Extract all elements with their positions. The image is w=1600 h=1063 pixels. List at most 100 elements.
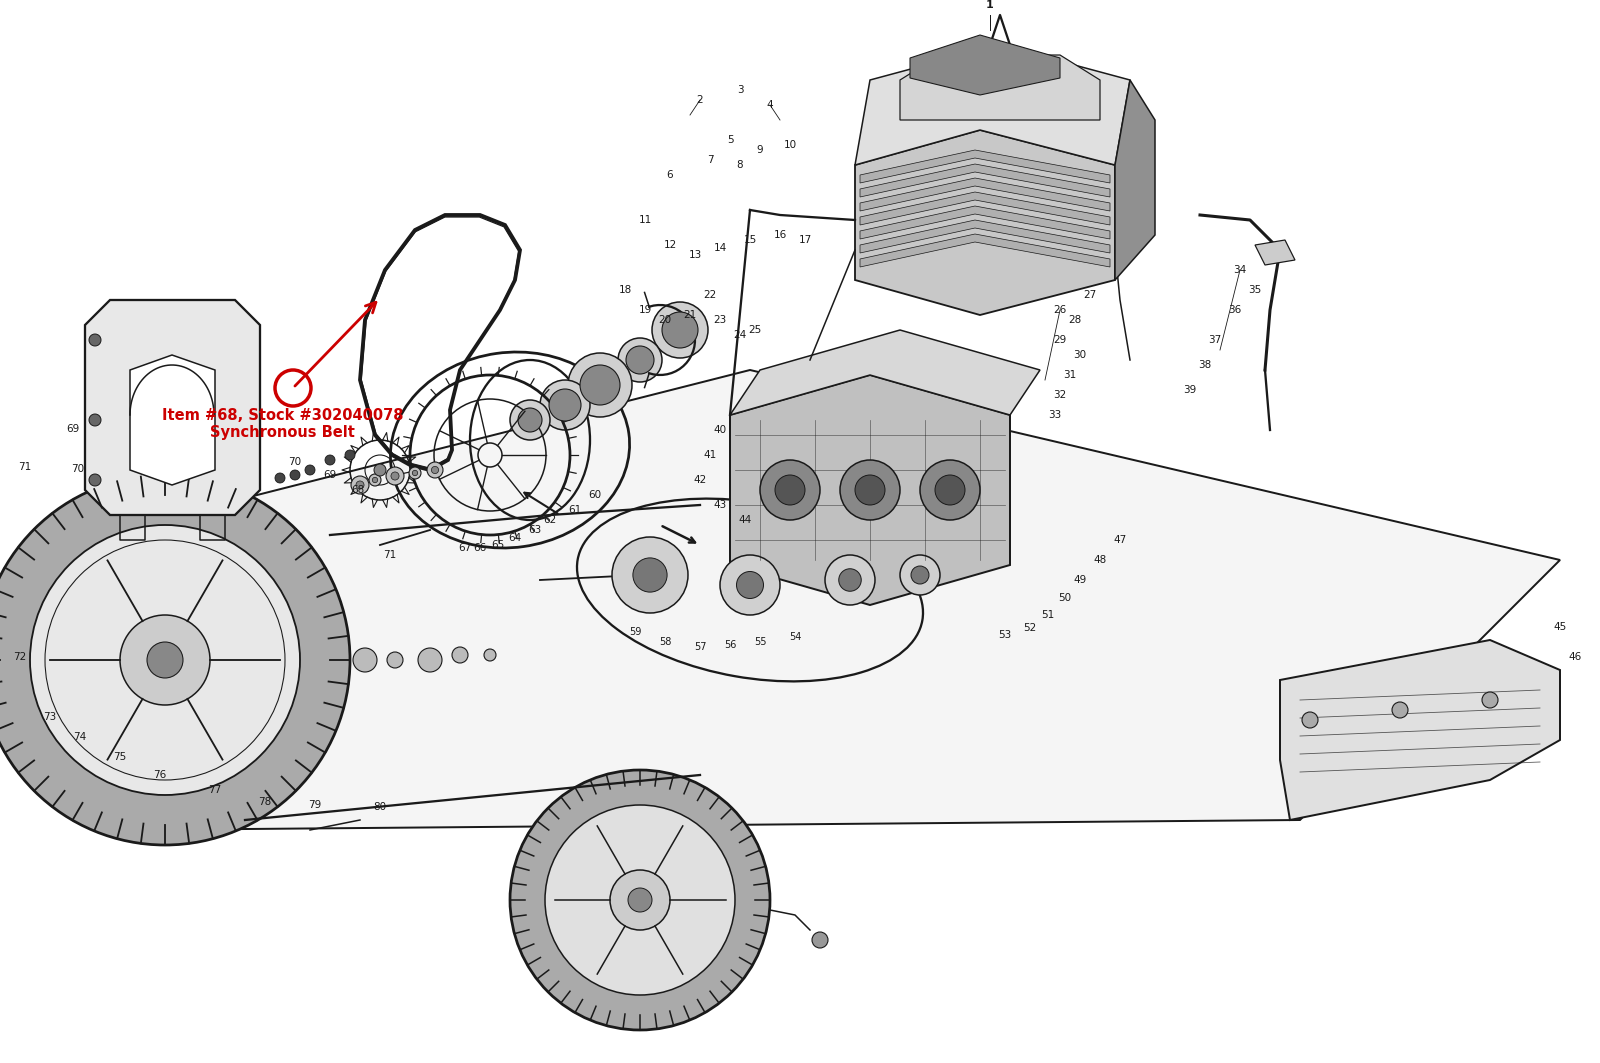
Text: 2: 2 [696,95,704,105]
Text: 15: 15 [744,235,757,244]
Text: 59: 59 [629,627,642,637]
Text: 52: 52 [1024,623,1037,632]
Text: 41: 41 [704,450,717,460]
Circle shape [325,455,334,465]
Text: Item #68, Stock #302040078
Synchronous Belt: Item #68, Stock #302040078 Synchronous B… [162,408,403,440]
Polygon shape [1280,640,1560,820]
Text: 51: 51 [1042,610,1054,620]
Circle shape [854,475,885,505]
Circle shape [275,473,285,483]
Text: 12: 12 [664,240,677,250]
Text: 65: 65 [491,540,504,550]
Text: 66: 66 [474,543,486,553]
Circle shape [374,465,386,476]
Text: 25: 25 [749,325,762,335]
Polygon shape [130,355,214,485]
Text: 70: 70 [72,465,85,474]
Circle shape [510,770,770,1030]
Circle shape [910,566,930,584]
Polygon shape [910,35,1059,95]
Circle shape [30,525,301,795]
Text: 60: 60 [589,490,602,500]
Circle shape [541,379,590,431]
Circle shape [386,467,403,485]
Polygon shape [854,45,1130,165]
Polygon shape [85,300,259,514]
Text: 76: 76 [154,770,166,780]
Circle shape [427,462,443,478]
Circle shape [634,558,667,592]
Text: 54: 54 [789,632,802,642]
Text: 78: 78 [258,797,272,807]
Text: 67: 67 [458,543,472,553]
Circle shape [826,555,875,605]
Text: 11: 11 [638,215,651,225]
Text: 42: 42 [693,475,707,485]
Circle shape [410,467,421,479]
Text: 43: 43 [714,500,726,510]
Text: 23: 23 [714,315,726,325]
Circle shape [720,555,781,615]
Text: 32: 32 [1053,390,1067,400]
Text: 45: 45 [1554,622,1566,632]
Text: 40: 40 [714,425,726,435]
Circle shape [840,460,899,520]
Circle shape [610,870,670,930]
Circle shape [627,888,653,912]
Text: 50: 50 [1059,593,1072,603]
Text: 38: 38 [1198,360,1211,370]
Text: 16: 16 [773,230,787,240]
Text: 71: 71 [384,550,397,560]
Text: 24: 24 [733,330,747,340]
Circle shape [618,338,662,382]
Text: 55: 55 [754,637,766,647]
Text: 57: 57 [694,642,706,652]
Polygon shape [61,370,1560,830]
Circle shape [355,480,365,489]
Circle shape [413,470,418,476]
Text: 27: 27 [1083,290,1096,300]
Text: 68: 68 [352,485,365,495]
Text: 80: 80 [373,802,387,812]
Circle shape [90,334,101,345]
Text: 29: 29 [1053,335,1067,345]
Circle shape [736,572,763,598]
Polygon shape [861,192,1110,225]
Circle shape [653,302,707,358]
Text: 64: 64 [509,533,522,543]
Polygon shape [861,220,1110,253]
Circle shape [306,465,315,475]
Text: 73: 73 [43,712,56,722]
Text: 3: 3 [736,85,744,95]
Text: 17: 17 [798,235,811,244]
Text: 79: 79 [309,800,322,810]
Text: 9: 9 [757,145,763,155]
Text: 34: 34 [1234,265,1246,275]
Circle shape [1482,692,1498,708]
Text: 6: 6 [667,170,674,180]
Circle shape [934,475,965,505]
Circle shape [579,365,621,405]
Circle shape [370,474,381,486]
Circle shape [626,345,654,374]
Text: 72: 72 [13,652,27,662]
Circle shape [346,450,355,460]
Circle shape [453,647,467,663]
Polygon shape [730,375,1010,605]
Text: 46: 46 [1568,652,1582,662]
Circle shape [120,615,210,705]
Text: 77: 77 [208,784,222,795]
Text: 61: 61 [568,505,582,514]
Text: 10: 10 [784,140,797,150]
Circle shape [899,555,941,595]
Text: 69: 69 [323,470,336,480]
Text: 35: 35 [1248,285,1262,296]
Text: 75: 75 [114,752,126,762]
Text: 14: 14 [714,243,726,253]
Circle shape [290,470,301,480]
Text: 49: 49 [1074,575,1086,585]
Polygon shape [1115,80,1155,280]
Text: 36: 36 [1229,305,1242,315]
Polygon shape [861,234,1110,267]
Polygon shape [1254,240,1294,265]
